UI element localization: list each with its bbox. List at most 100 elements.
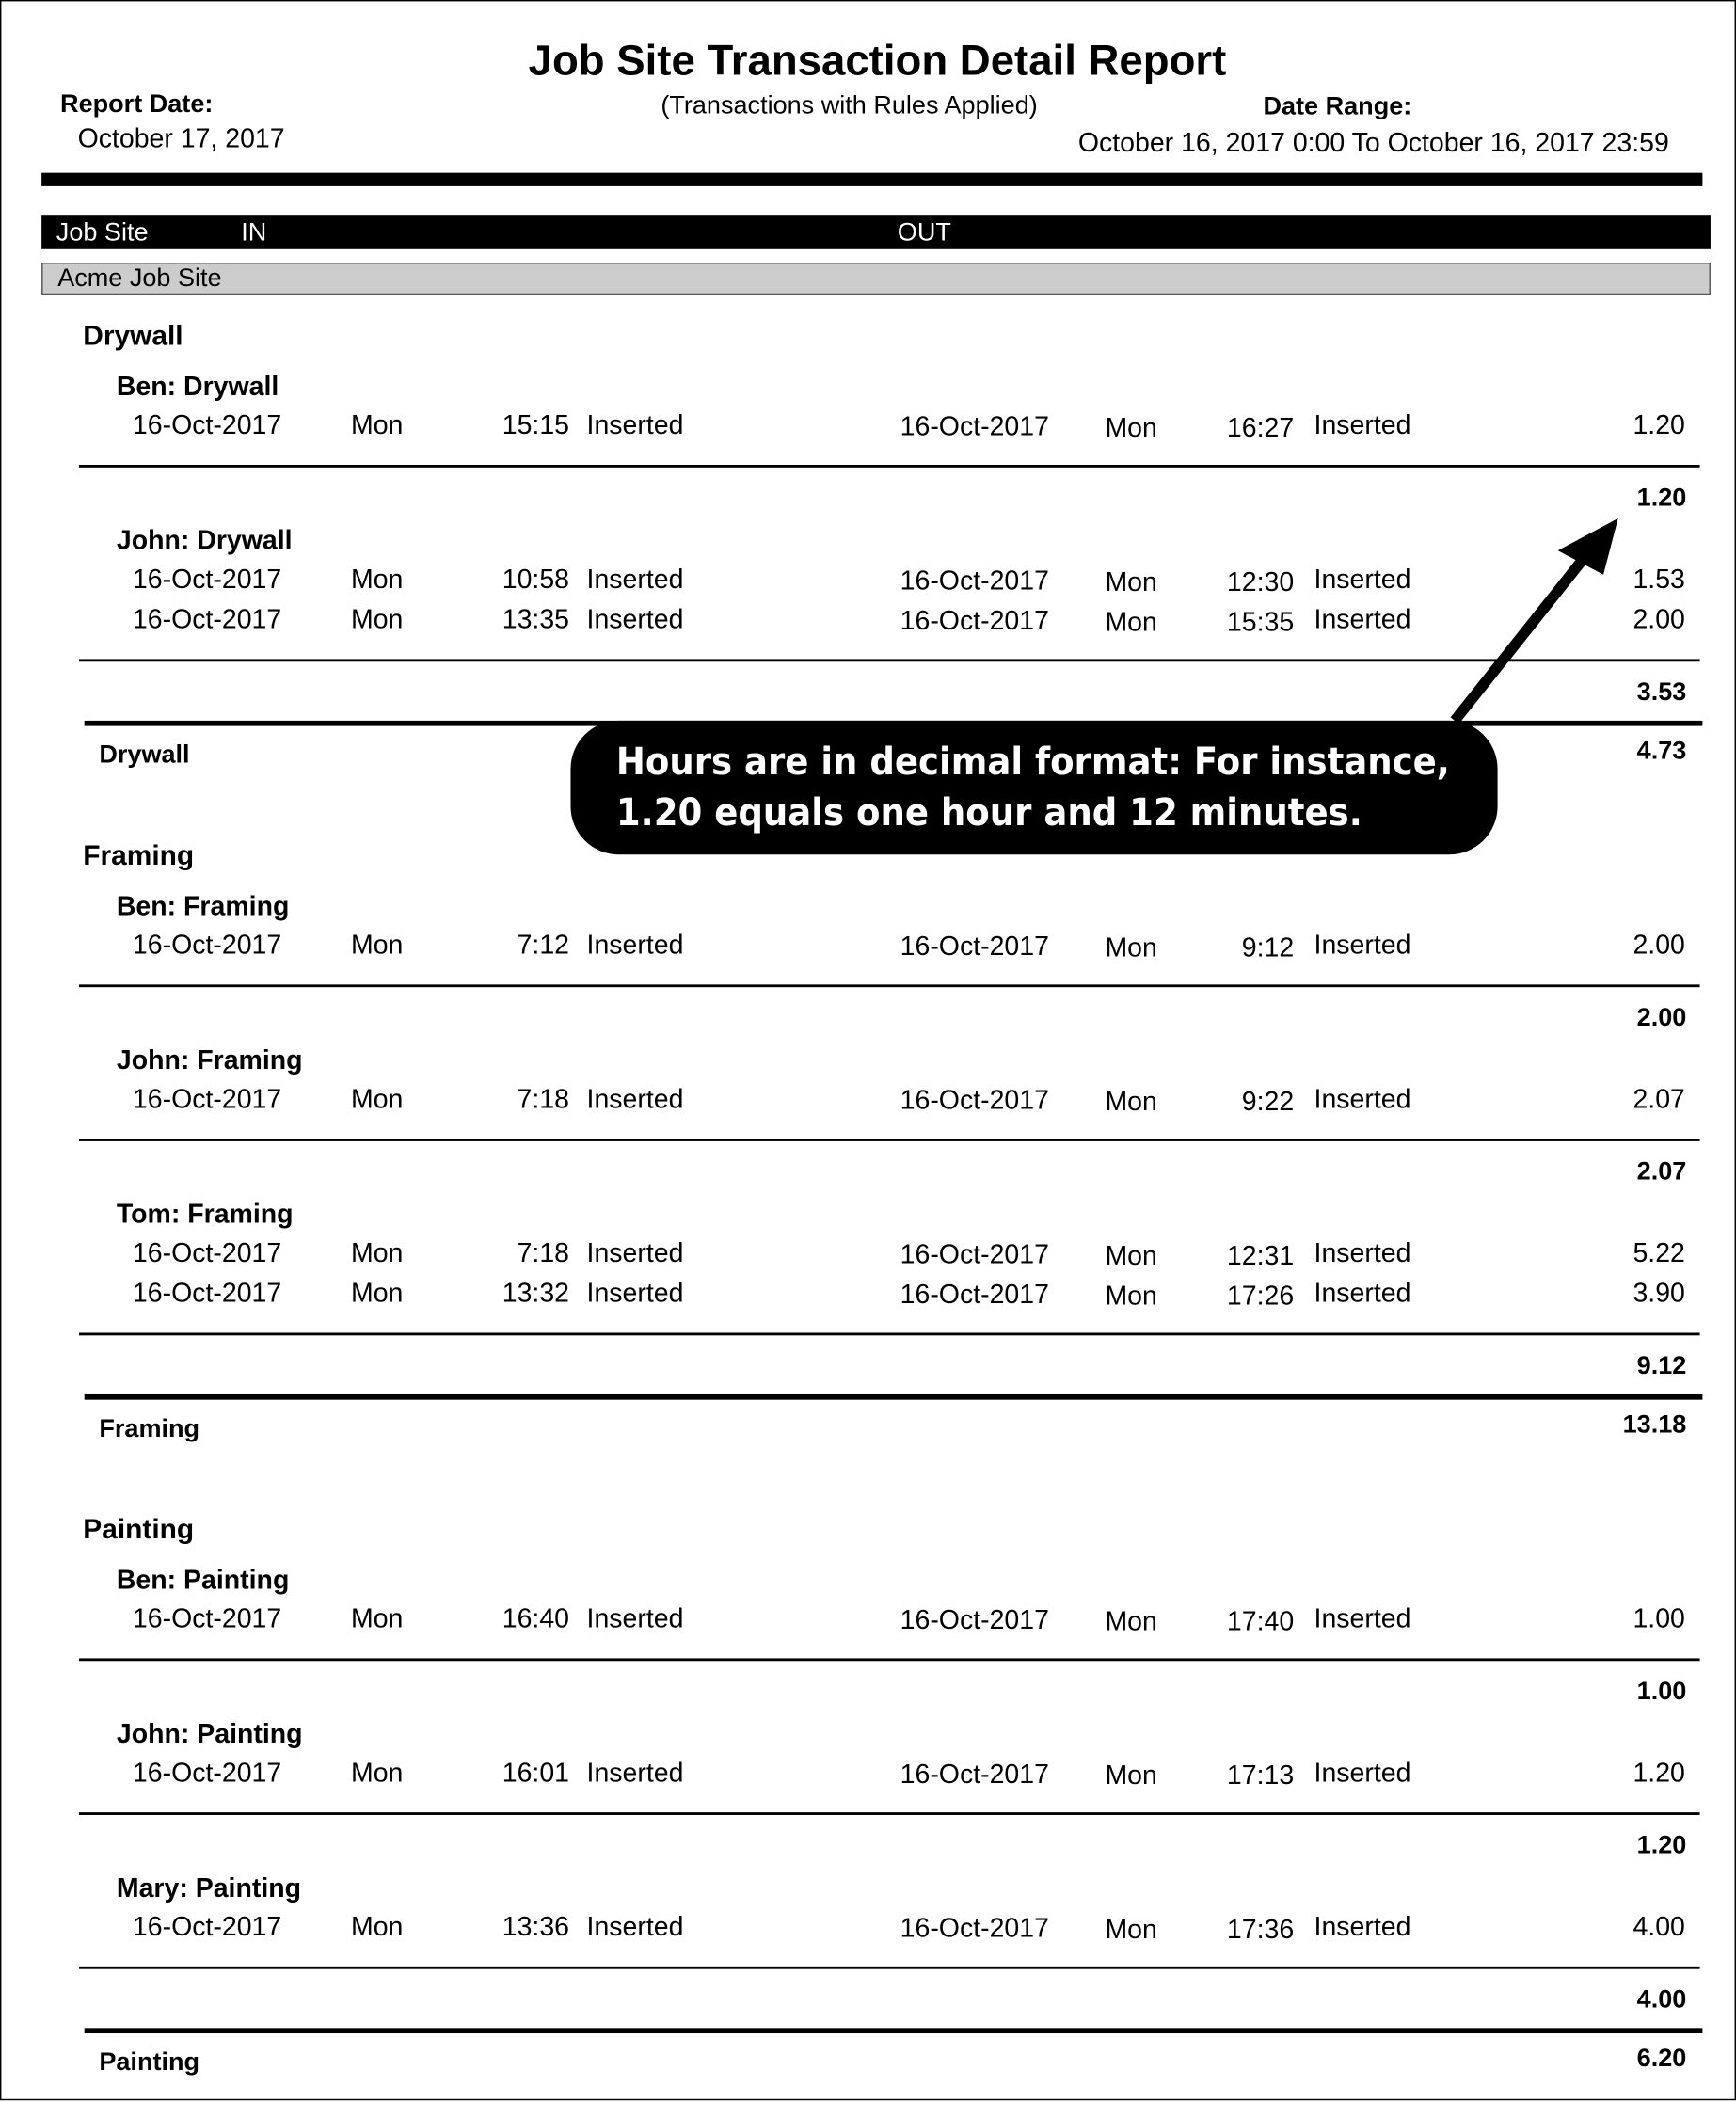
in-date: 16-Oct-2017 — [132, 1912, 282, 1943]
craft-divider — [84, 1393, 1703, 1400]
employee-subtotal: 3.53 — [1636, 678, 1687, 707]
employee-name: John: Framing — [116, 1045, 303, 1076]
employee-divider — [78, 464, 1700, 468]
in-date: 16-Oct-2017 — [132, 1238, 282, 1269]
out-date: 16-Oct-2017 — [900, 932, 1049, 963]
craft-heading: Painting — [83, 1514, 195, 1546]
out-day: Mon — [1105, 1241, 1157, 1271]
craft-heading: Framing — [83, 840, 195, 872]
employee-name: Ben: Drywall — [116, 372, 279, 403]
employee-divider — [78, 659, 1700, 662]
in-time: 7:18 — [517, 1085, 570, 1115]
in-date: 16-Oct-2017 — [132, 1279, 282, 1309]
in-day: Mon — [350, 1085, 404, 1115]
job-site-bar — [41, 263, 1711, 295]
out-date: 16-Oct-2017 — [900, 412, 1049, 442]
in-day: Mon — [350, 411, 404, 441]
in-time: 16:40 — [502, 1604, 570, 1634]
out-status: Inserted — [1314, 1912, 1411, 1943]
in-day: Mon — [350, 1759, 404, 1789]
craft-heading: Drywall — [83, 320, 183, 352]
employee-divider — [78, 1812, 1700, 1815]
craft-total-label: Drywall — [99, 740, 190, 770]
hours: 4.00 — [1632, 1912, 1685, 1943]
report-title: Job Site Transaction Detail Report — [528, 36, 1227, 85]
in-time: 16:01 — [502, 1759, 570, 1789]
in-status: Inserted — [586, 1238, 684, 1269]
craft-total: 13.18 — [1622, 1410, 1687, 1440]
out-date: 16-Oct-2017 — [900, 1240, 1049, 1270]
out-date: 16-Oct-2017 — [900, 1086, 1049, 1116]
employee-divider — [78, 984, 1700, 988]
out-status: Inserted — [1314, 1759, 1411, 1789]
out-time: 17:13 — [1226, 1761, 1295, 1791]
in-day: Mon — [350, 605, 404, 635]
employee-subtotal: 1.20 — [1636, 1831, 1687, 1860]
craft-total-label: Painting — [99, 2048, 200, 2078]
out-time: 17:36 — [1226, 1915, 1295, 1946]
craft-divider — [84, 2028, 1703, 2034]
employee-divider — [78, 1966, 1700, 1969]
in-date: 16-Oct-2017 — [132, 1759, 282, 1789]
in-date: 16-Oct-2017 — [132, 1085, 282, 1115]
hours: 1.20 — [1632, 411, 1685, 441]
out-date: 16-Oct-2017 — [900, 1605, 1049, 1636]
craft-total: 6.20 — [1636, 2045, 1687, 2074]
employee-subtotal: 2.07 — [1636, 1157, 1687, 1186]
employee-name: John: Painting — [116, 1719, 303, 1750]
in-status: Inserted — [586, 1085, 684, 1115]
report-date: October 17, 2017 — [77, 124, 285, 154]
employee-subtotal: 2.00 — [1636, 1003, 1687, 1032]
employee-divider — [78, 1139, 1700, 1141]
out-time: 12:30 — [1226, 567, 1295, 597]
in-day: Mon — [350, 1279, 404, 1309]
in-time: 15:15 — [502, 411, 570, 441]
craft-total-label: Framing — [99, 1415, 200, 1443]
column-out: OUT — [897, 218, 951, 247]
in-time: 13:36 — [502, 1912, 570, 1943]
out-time: 17:26 — [1226, 1282, 1295, 1312]
out-status: Inserted — [1314, 931, 1411, 961]
report-date-label: Report Date: — [60, 90, 214, 119]
out-status: Inserted — [1314, 565, 1411, 596]
hours: 1.00 — [1632, 1604, 1685, 1634]
in-status: Inserted — [586, 605, 684, 635]
in-time: 10:58 — [502, 565, 570, 596]
employee-divider — [78, 1332, 1700, 1336]
out-day: Mon — [1105, 1761, 1157, 1791]
date-range: October 16, 2017 0:00 To October 16, 201… — [1077, 128, 1669, 158]
out-date: 16-Oct-2017 — [900, 566, 1049, 597]
in-status: Inserted — [586, 1604, 684, 1634]
employee-subtotal: 9.12 — [1636, 1352, 1687, 1381]
hours: 2.00 — [1632, 931, 1685, 961]
out-time: 12:31 — [1226, 1241, 1295, 1271]
employee-name: Ben: Framing — [116, 892, 290, 922]
in-day: Mon — [350, 1604, 404, 1634]
in-status: Inserted — [586, 931, 684, 961]
hours: 5.22 — [1632, 1238, 1685, 1269]
in-time: 13:35 — [502, 605, 570, 635]
employee-subtotal: 1.00 — [1636, 1678, 1687, 1706]
in-time: 7:12 — [517, 931, 570, 961]
arrow-head-icon — [1557, 518, 1618, 575]
out-day: Mon — [1105, 1607, 1157, 1637]
in-status: Inserted — [586, 411, 684, 441]
employee-name: Mary: Painting — [116, 1873, 302, 1903]
in-date: 16-Oct-2017 — [132, 1604, 282, 1634]
out-status: Inserted — [1314, 1279, 1411, 1309]
out-time: 17:40 — [1226, 1607, 1295, 1637]
column-header-bar — [41, 215, 1711, 249]
out-date: 16-Oct-2017 — [900, 1914, 1049, 1944]
arrow-shaft — [1450, 553, 1589, 725]
out-status: Inserted — [1314, 1085, 1411, 1115]
callout-box: Hours are in decimal format: For instanc… — [570, 720, 1498, 855]
in-date: 16-Oct-2017 — [132, 931, 282, 961]
out-date: 16-Oct-2017 — [900, 606, 1049, 637]
out-time: 9:22 — [1241, 1087, 1295, 1118]
employee-name: Ben: Painting — [116, 1566, 290, 1596]
in-date: 16-Oct-2017 — [132, 565, 282, 596]
employee-subtotal: 4.00 — [1636, 1985, 1687, 2014]
out-day: Mon — [1105, 567, 1157, 597]
in-day: Mon — [350, 565, 404, 596]
